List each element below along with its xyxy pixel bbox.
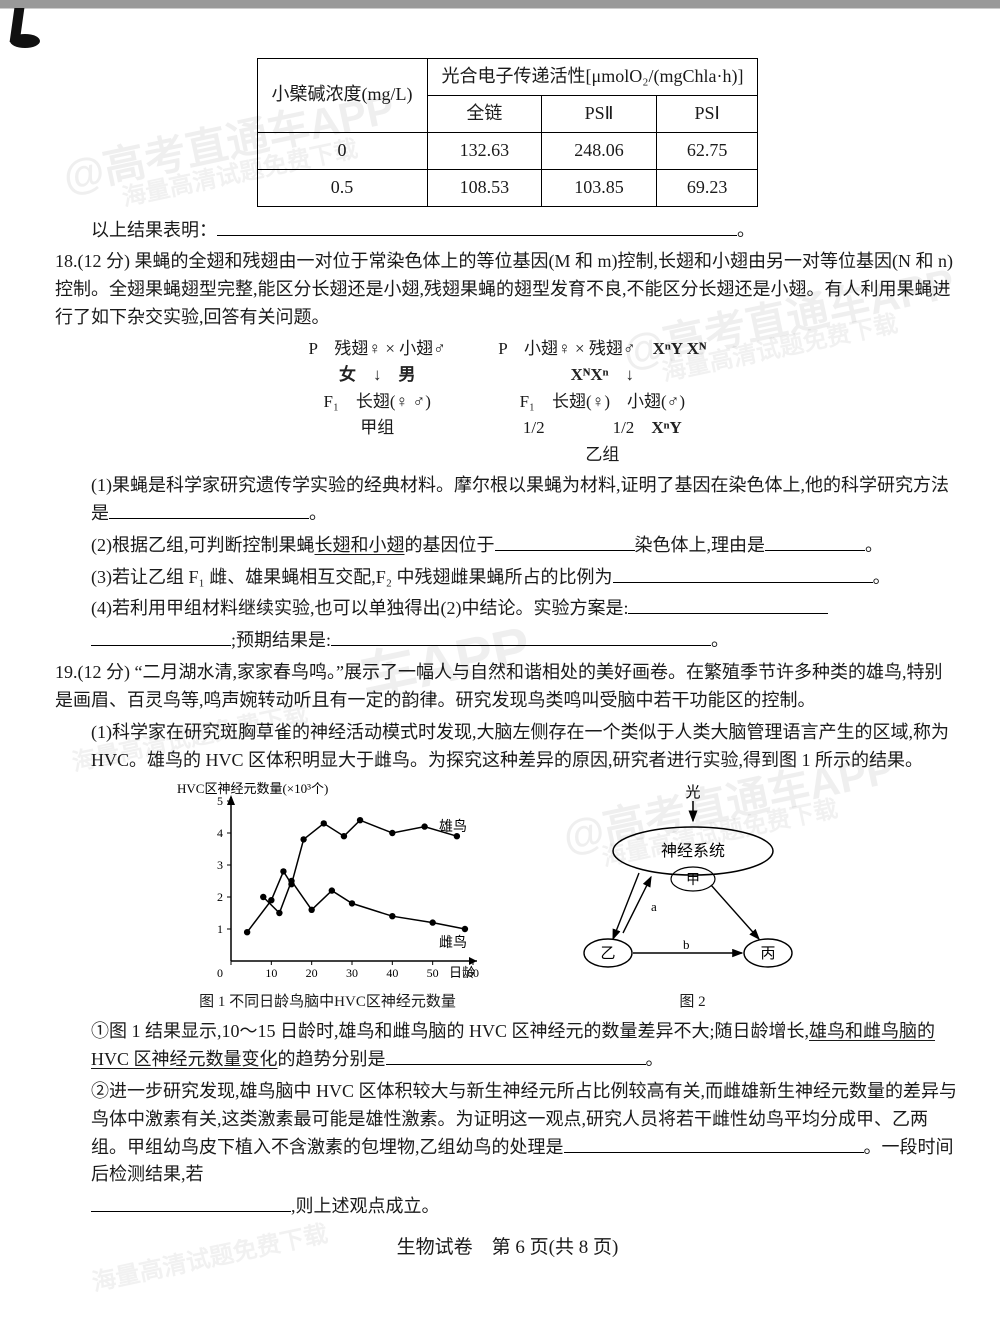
figure-caption: 图 2 — [543, 991, 843, 1014]
svg-text:3: 3 — [217, 858, 223, 872]
q19-c2: ②进一步研究发现,雄鸟脑中 HVC 区体积较大与新生神经元所占比例较高有关,而雌… — [55, 1078, 960, 1190]
figure-row: 102030405060123450HVC区神经元数量(×10³个)日龄雄鸟雌鸟… — [55, 781, 960, 1014]
blank — [91, 645, 231, 646]
blank — [628, 613, 828, 614]
svg-text:a: a — [651, 899, 657, 914]
blank — [564, 1152, 864, 1153]
svg-text:神经系统: 神经系统 — [660, 842, 724, 860]
svg-text:10: 10 — [265, 966, 277, 980]
cross-line: F₁ 长翅(♀ ♂) — [309, 389, 446, 415]
blank — [386, 1064, 646, 1065]
svg-text:5: 5 — [217, 794, 223, 808]
svg-text:20: 20 — [305, 966, 317, 980]
cross-line: 1/2 1/2 — [523, 418, 634, 437]
svg-text:丙: 丙 — [760, 946, 775, 962]
blank — [331, 645, 711, 646]
svg-text:甲: 甲 — [686, 873, 700, 888]
blank — [217, 235, 737, 236]
figure-2: 光神经系统甲 a 乙 丙 b 图 2 — [543, 781, 843, 1014]
flow-diagram: 光神经系统甲 a 乙 丙 b — [543, 781, 843, 991]
svg-text:2: 2 — [217, 890, 223, 904]
cross-line: F₁ 长翅(♀) 小翅(♂) — [498, 389, 706, 415]
svg-text:4: 4 — [217, 826, 223, 840]
svg-text:0: 0 — [217, 966, 223, 980]
photosynthesis-table: 小檗碱浓度(mg/L) 光合电子传递活性[μmolO₂/(mgChla·h)] … — [257, 58, 759, 207]
q18-2: (2)根据乙组,可判断控制果蝇长翅和小翅的基因位于染色体上,理由是。 — [55, 532, 960, 560]
q19-1: (1)科学家在研究斑胸草雀的神经活动模式时发现,大脑左侧存在一个类似于人类大脑管… — [55, 719, 960, 775]
cell: 69.23 — [656, 169, 758, 206]
th-conc: 小檗碱浓度(mg/L) — [257, 59, 427, 133]
handwriting: XⁿY — [651, 418, 681, 437]
blank — [613, 582, 873, 583]
cross-tag: 乙组 — [498, 442, 706, 468]
underlined-text: 长翅和小翅 — [315, 535, 405, 555]
cell-conc: 0 — [257, 132, 427, 169]
svg-text:日龄: 日龄 — [449, 965, 475, 980]
result-label: 以上结果表明： — [91, 220, 217, 240]
svg-text:HVC区神经元数量(×10³个): HVC区神经元数量(×10³个) — [177, 781, 328, 796]
cross-line: P 残翅♀ × 小翅♂ — [309, 336, 446, 362]
figure-caption: 图 1 不同日龄鸟脑中HVC区神经元数量 — [173, 991, 483, 1014]
cross-right: P 小翅♀ × 残翅♂ XⁿY Xᴺ XᴺXⁿ ↓ F₁ 长翅(♀) 小翅(♂)… — [498, 336, 706, 468]
cell: 248.06 — [542, 132, 657, 169]
svg-text:雄鸟: 雄鸟 — [439, 819, 467, 835]
cell: 108.53 — [427, 169, 542, 206]
page-footer: 生物试卷 第 6 页(共 8 页) — [55, 1233, 960, 1262]
svg-text:30: 30 — [346, 966, 358, 980]
line-chart: 102030405060123450HVC区神经元数量(×10³个)日龄雄鸟雌鸟 — [173, 781, 483, 991]
binder-corner — [6, 8, 46, 48]
blank — [495, 550, 635, 551]
th-activity: 光合电子传递活性[μmolO₂/(mgChla·h)] — [427, 59, 758, 96]
figure-1: 102030405060123450HVC区神经元数量(×10³个)日龄雄鸟雌鸟… — [173, 781, 483, 1014]
th-col: 全链 — [427, 95, 542, 132]
blank — [765, 550, 865, 551]
cell: 62.75 — [656, 132, 758, 169]
svg-text:光: 光 — [685, 784, 700, 801]
svg-text:50: 50 — [426, 966, 438, 980]
svg-text:雌鸟: 雌鸟 — [439, 935, 467, 951]
th-col: PSⅠ — [656, 95, 758, 132]
svg-text:1: 1 — [217, 922, 223, 936]
svg-text:b: b — [683, 937, 690, 952]
cell: 132.63 — [427, 132, 542, 169]
q18-4: (4)若利用甲组材料继续实验,也可以单独得出(2)中结论。实验方案是: — [55, 595, 960, 623]
handwriting: XᴺXⁿ ↓ — [498, 362, 706, 388]
handwriting: XⁿY Xᴺ — [653, 339, 707, 358]
handwriting: 女 ↓ 男 — [309, 362, 446, 388]
result-line: 以上结果表明：。 — [55, 217, 960, 245]
th-col: PSⅡ — [542, 95, 657, 132]
cross-left: P 残翅♀ × 小翅♂ 女 ↓ 男 F₁ 长翅(♀ ♂) 甲组 — [309, 336, 446, 441]
cross-line: P 小翅♀ × 残翅♂ — [498, 339, 635, 358]
table-row: 0.5 108.53 103.85 69.23 — [257, 169, 758, 206]
q19-c1: ①图 1 结果显示,10～15 日龄时,雄鸟和雌鸟脑的 HVC 区神经元的数量差… — [55, 1018, 960, 1074]
cross-tag: 甲组 — [309, 415, 446, 441]
cell-conc: 0.5 — [257, 169, 427, 206]
cell: 103.85 — [542, 169, 657, 206]
q18-stem: 18.(12 分) 果蝇的全翅和残翅由一对位于常染色体上的等位基因(M 和 m)… — [55, 248, 960, 332]
q18-3: (3)若让乙组 F₁ 雌、雄果蝇相互交配,F₂ 中残翅雌果蝇所占的比例为。 — [55, 564, 960, 592]
blank — [91, 1211, 291, 1212]
q19-c2c: ,则上述观点成立。 — [55, 1193, 960, 1221]
blank — [109, 518, 309, 519]
q18-1: (1)果蝇是科学家研究遗传学实验的经典材料。摩尔根以果蝇为材料,证明了基因在染色… — [55, 472, 960, 528]
cross-diagram: P 残翅♀ × 小翅♂ 女 ↓ 男 F₁ 长翅(♀ ♂) 甲组 P 小翅♀ × … — [55, 336, 960, 468]
q19-stem: 19.(12 分) “二月湖水清,家家春鸟鸣。”展示了一幅人与自然和谐相处的美好… — [55, 659, 960, 715]
exam-page: { "watermarks": { "brand": "@高考直通车APP", … — [0, 0, 1000, 1333]
svg-text:40: 40 — [386, 966, 398, 980]
q18-4b: ;预期结果是:。 — [55, 627, 960, 655]
svg-text:乙: 乙 — [600, 946, 615, 962]
table-row: 0 132.63 248.06 62.75 — [257, 132, 758, 169]
